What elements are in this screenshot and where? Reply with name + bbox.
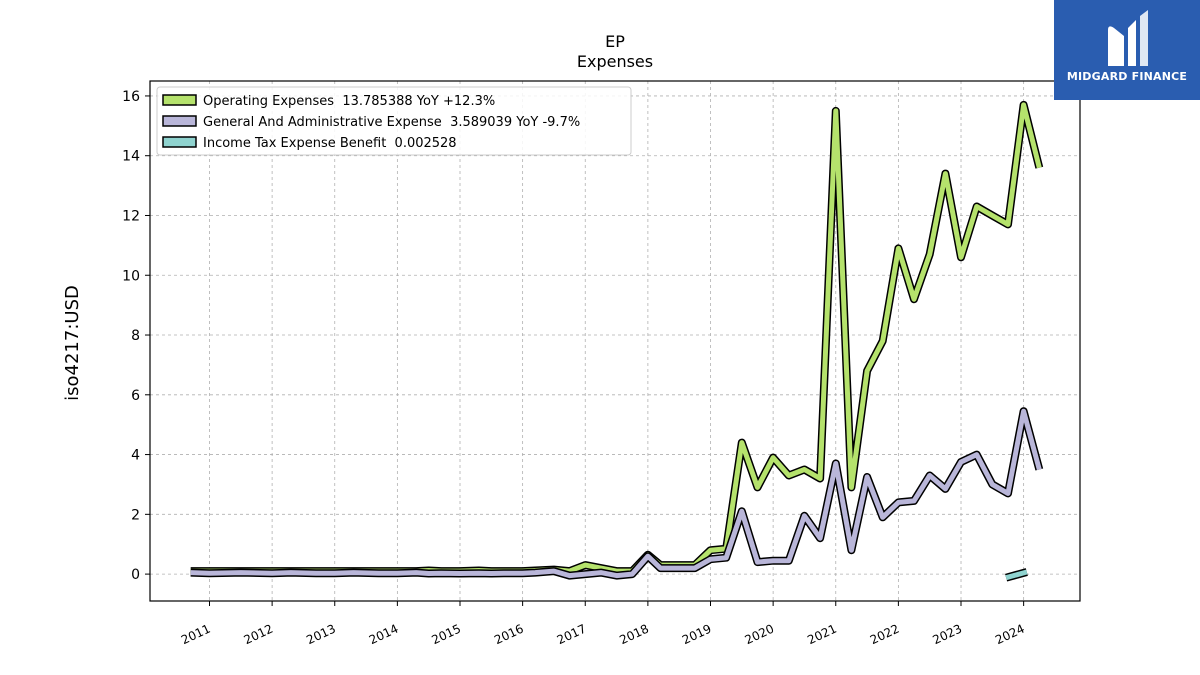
legend-label-2: Income Tax Expense Benefit 0.002528 xyxy=(203,136,457,151)
y-tick-label: 16 xyxy=(122,89,140,105)
x-tick-label: 2020 xyxy=(743,622,777,648)
series-lines xyxy=(190,100,1044,582)
legend-swatch-1 xyxy=(162,115,197,127)
x-tick-label: 2019 xyxy=(680,622,714,648)
plot-frame xyxy=(149,80,1081,602)
x-tick-label: 2012 xyxy=(242,622,276,648)
y-tick-label: 10 xyxy=(122,268,140,284)
brand-logo: MIDGARD FINANCE xyxy=(1054,0,1200,100)
x-tick-label: 2023 xyxy=(931,622,965,648)
y-tick-label: 0 xyxy=(131,567,140,583)
x-tick-label: 2022 xyxy=(868,622,902,648)
grid xyxy=(150,81,1080,601)
brand-logo-mark-icon xyxy=(1108,10,1148,66)
chart-subtitle: Expenses xyxy=(577,52,653,71)
x-tick-label: 2024 xyxy=(993,622,1027,648)
y-tick-label: 14 xyxy=(122,149,140,165)
x-tick-label: 2016 xyxy=(492,622,526,648)
legend-box xyxy=(156,86,632,156)
series-outline-1 xyxy=(190,407,1044,580)
brand-name: MIDGARD FINANCE xyxy=(1066,70,1188,83)
x-tick-label: 2017 xyxy=(555,622,589,648)
axis-ticks: 0 2 4 6 8 10 12 14 16 2011 2012 2013 2014 2015 2016 201… xyxy=(122,89,1027,647)
legend: Operating Expenses 13.785388 YoY +12.3% G… xyxy=(156,86,632,156)
series-line-2 xyxy=(1005,569,1028,581)
y-tick-label: 4 xyxy=(131,448,140,464)
x-tick-label: 2015 xyxy=(430,622,464,648)
series-line-1 xyxy=(190,408,1042,579)
x-tick-label: 2021 xyxy=(805,622,839,648)
legend-label-1: General And Administrative Expense 3.589… xyxy=(203,115,580,130)
y-tick-label: 2 xyxy=(131,507,140,523)
y-tick-label: 8 xyxy=(131,328,140,344)
x-tick-label: 2018 xyxy=(617,622,651,648)
legend-swatch-2 xyxy=(162,136,197,148)
y-tick-label: 12 xyxy=(122,208,140,224)
legend-label-0: Operating Expenses 13.785388 YoY +12.3% xyxy=(203,94,495,109)
y-axis-label: iso4217:USD xyxy=(62,285,83,401)
x-tick-label: 2014 xyxy=(367,622,401,648)
chart-title: EP xyxy=(605,32,625,51)
legend-swatch-0 xyxy=(162,94,197,106)
y-tick-label: 6 xyxy=(131,388,140,404)
x-tick-label: 2011 xyxy=(179,622,213,648)
x-tick-label: 2013 xyxy=(304,622,338,648)
